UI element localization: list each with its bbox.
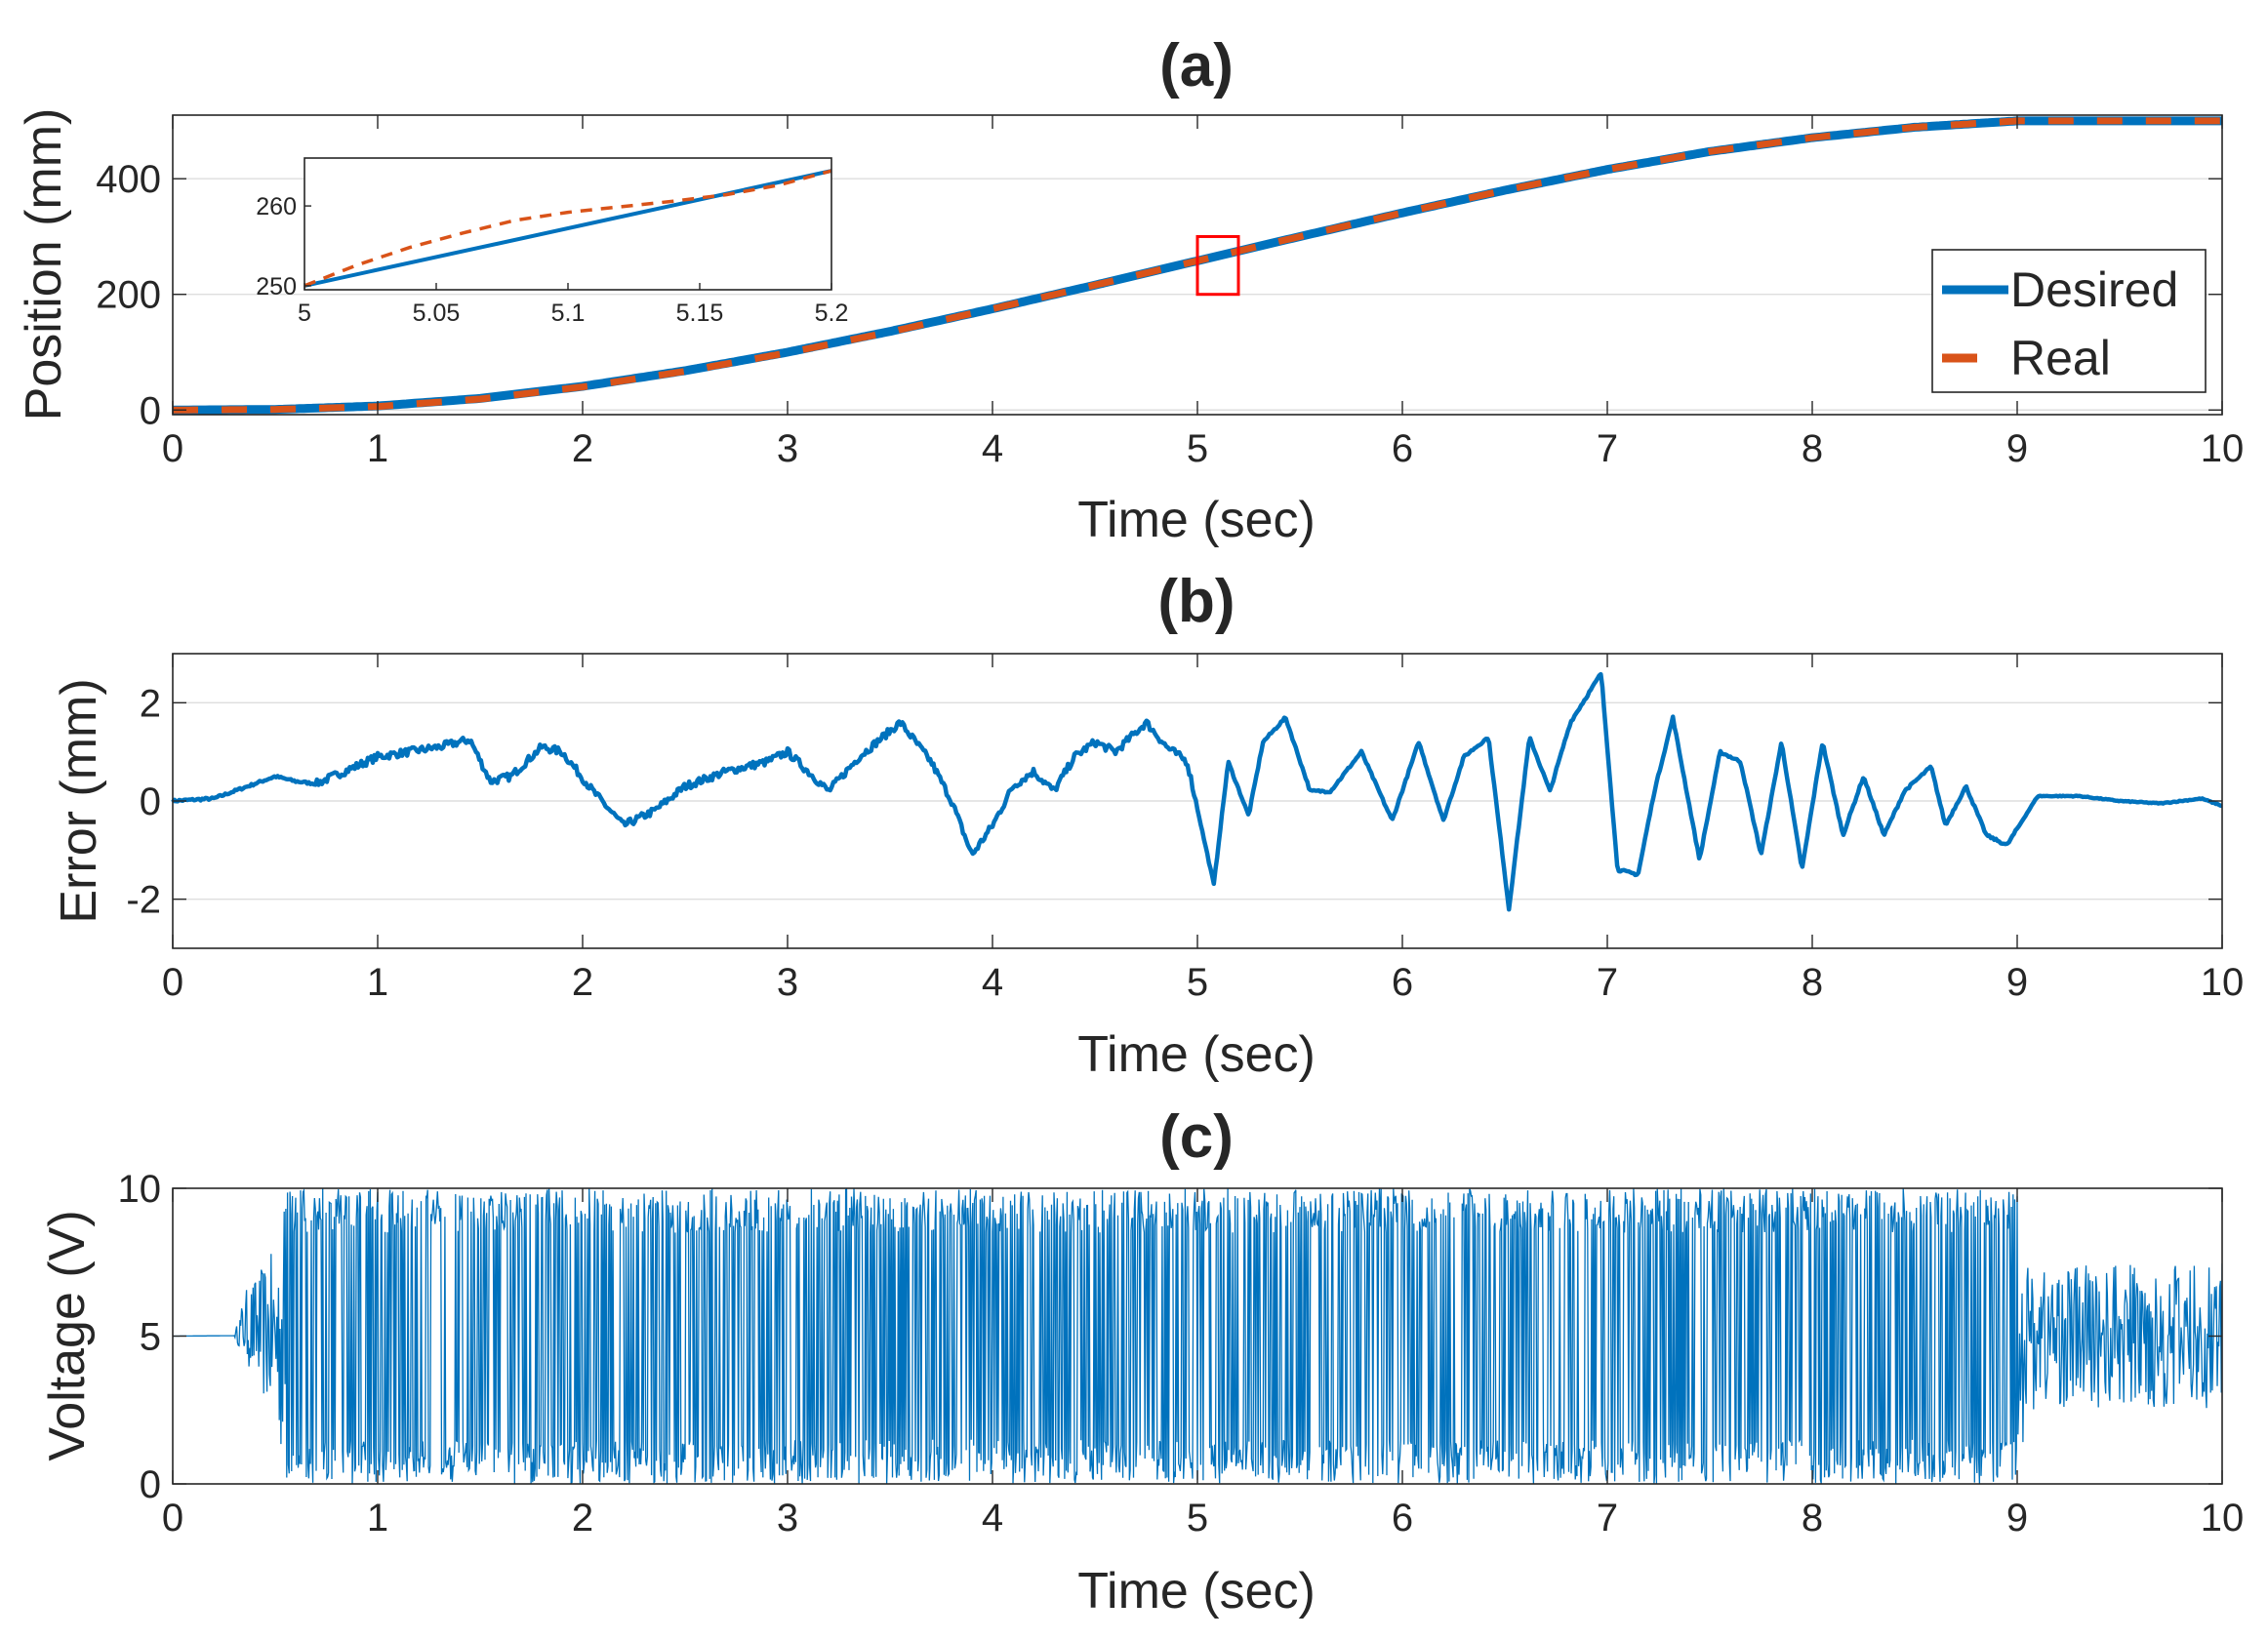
a-ytick-label-2: 400 bbox=[96, 158, 161, 201]
panel-c: (c) 0 1 2 3 4 5 6 7 8 9 10 0 5 10 Time (sec) Voltage … bbox=[39, 1103, 2244, 1620]
c-xtick-label-8: 8 bbox=[1802, 1497, 1823, 1540]
legend: Desired Real bbox=[1931, 249, 2207, 393]
inset-xtick-label-1: 5.05 bbox=[413, 300, 461, 327]
b-xtick-label-10: 10 bbox=[2201, 961, 2245, 1004]
panel-a-ylabel: Position (mm) bbox=[16, 108, 72, 421]
panel-c-ylabel: Voltage (V) bbox=[39, 1210, 96, 1460]
panel-c-title: (c) bbox=[1159, 1103, 1234, 1171]
panel-b: (b) 0 1 2 3 4 5 6 7 8 9 10-202 Time (sec) Error (m… bbox=[51, 568, 2244, 1083]
b-xtick-label-1: 1 bbox=[367, 961, 388, 1004]
c-xtick-label-9: 9 bbox=[2006, 1497, 2028, 1540]
a-xtick-label-0: 0 bbox=[162, 427, 183, 470]
c-xtick-label-1: 1 bbox=[367, 1497, 388, 1540]
b-xtick-label-9: 9 bbox=[2006, 961, 2028, 1004]
c-ytick-label-1: 5 bbox=[140, 1316, 161, 1359]
c-xtick-label-2: 2 bbox=[572, 1497, 593, 1540]
b-xtick-label-7: 7 bbox=[1597, 961, 1618, 1004]
a-xtick-label-10: 10 bbox=[2201, 427, 2245, 470]
inset-xtick-label-2: 5.1 bbox=[551, 300, 586, 327]
a-xtick-label-9: 9 bbox=[2006, 427, 2028, 470]
c-ytick-label-0: 0 bbox=[140, 1463, 161, 1506]
inset-zoom: 5 5.05 5.1 5.15 5.2 250 260 bbox=[256, 157, 848, 327]
b-xtick-label-0: 0 bbox=[162, 961, 183, 1004]
panel-a-ticks: 0 1 2 3 4 5 6 7 8 9 10 0 200 400 bbox=[96, 115, 2244, 470]
panel-c-xlabel: Time (sec) bbox=[1077, 1563, 1316, 1620]
c-xtick-label-7: 7 bbox=[1597, 1497, 1618, 1540]
a-xtick-label-6: 6 bbox=[1392, 427, 1413, 470]
a-ytick-label-1: 200 bbox=[96, 274, 161, 317]
voltage-line bbox=[173, 1188, 2222, 1484]
b-xtick-label-3: 3 bbox=[777, 961, 798, 1004]
b-ytick-label-0: -2 bbox=[126, 879, 161, 922]
zoom-region-box bbox=[1195, 234, 1240, 297]
inset-xtick-label-0: 5 bbox=[298, 300, 311, 327]
panel-b-title: (b) bbox=[1157, 568, 1235, 635]
a-ytick-label-0: 0 bbox=[140, 389, 161, 432]
panel-b-xlabel: Time (sec) bbox=[1077, 1026, 1316, 1083]
panel-a-title: (a) bbox=[1159, 32, 1234, 100]
c-xtick-label-3: 3 bbox=[777, 1497, 798, 1540]
a-xtick-label-3: 3 bbox=[777, 427, 798, 470]
c-xtick-label-6: 6 bbox=[1392, 1497, 1413, 1540]
panel-a: (a) 0 1 2 3 4 5 6 7 8 9 10 0 200 400 Time (sec) Posit… bbox=[16, 32, 2244, 548]
panel-b-ylabel: Error (mm) bbox=[51, 678, 107, 923]
c-xtick-label-0: 0 bbox=[162, 1497, 183, 1540]
a-xtick-label-8: 8 bbox=[1802, 427, 1823, 470]
b-xtick-label-2: 2 bbox=[572, 961, 593, 1004]
c-xtick-label-10: 10 bbox=[2201, 1497, 2245, 1540]
c-ytick-label-2: 10 bbox=[118, 1168, 162, 1211]
error-line bbox=[171, 671, 2223, 912]
a-xtick-label-7: 7 bbox=[1597, 427, 1618, 470]
panel-b-ticks: 0 1 2 3 4 5 6 7 8 9 10-202 bbox=[126, 654, 2244, 1004]
inset-ytick-label-0: 250 bbox=[256, 273, 297, 300]
legend-desired-label: Desired bbox=[2010, 262, 2178, 317]
c-xtick-label-5: 5 bbox=[1187, 1497, 1208, 1540]
inset-xtick-label-3: 5.15 bbox=[676, 300, 724, 327]
panel-a-xlabel: Time (sec) bbox=[1077, 492, 1316, 548]
inset-ticks: 5 5.05 5.1 5.15 5.2 250 260 bbox=[256, 193, 848, 327]
a-xtick-label-2: 2 bbox=[572, 427, 593, 470]
legend-real-label: Real bbox=[2010, 331, 2111, 385]
a-xtick-label-1: 1 bbox=[367, 427, 388, 470]
b-ytick-label-1: 0 bbox=[140, 780, 161, 823]
b-xtick-label-8: 8 bbox=[1802, 961, 1823, 1004]
a-xtick-label-4: 4 bbox=[982, 427, 1003, 470]
inset-ytick-label-1: 260 bbox=[256, 193, 297, 220]
legend-box bbox=[1931, 249, 2207, 393]
panel-c-ticks: 0 1 2 3 4 5 6 7 8 9 10 0 5 10 bbox=[118, 1168, 2245, 1540]
inset-real-line bbox=[304, 169, 832, 288]
b-ytick-label-2: 2 bbox=[140, 682, 161, 725]
b-xtick-label-6: 6 bbox=[1392, 961, 1413, 1004]
a-xtick-label-5: 5 bbox=[1187, 427, 1208, 470]
b-xtick-label-4: 4 bbox=[982, 961, 1003, 1004]
inset-series bbox=[304, 169, 832, 288]
c-xtick-label-4: 4 bbox=[982, 1497, 1003, 1540]
inset-xtick-label-4: 5.2 bbox=[815, 300, 849, 327]
b-xtick-label-5: 5 bbox=[1187, 961, 1208, 1004]
